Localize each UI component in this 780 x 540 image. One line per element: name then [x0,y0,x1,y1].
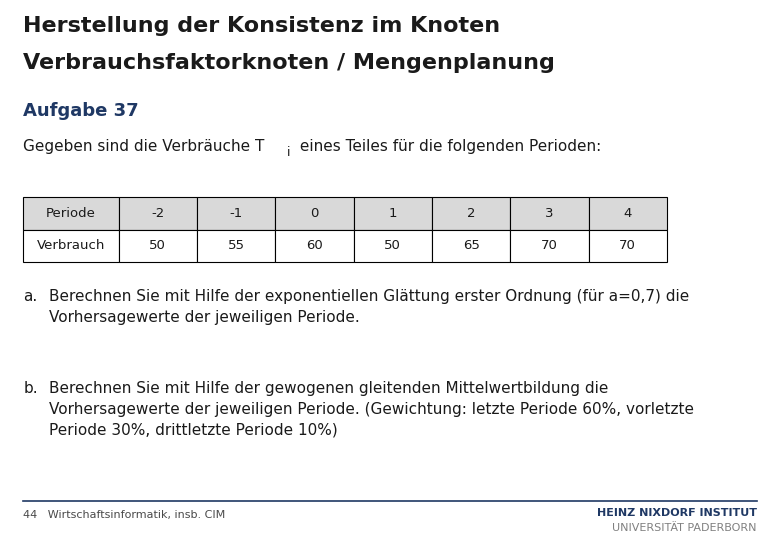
Text: 2: 2 [466,207,475,220]
Bar [197,230,275,262]
Text: UNIVERSITÄT PADERBORN: UNIVERSITÄT PADERBORN [612,523,757,533]
Text: 44   Wirtschaftsinformatik, insb. CIM: 44 Wirtschaftsinformatik, insb. CIM [23,510,225,521]
Bar [510,230,589,262]
Bar [353,197,432,230]
Bar [23,197,119,230]
Text: Gegeben sind die Verbräuche T: Gegeben sind die Verbräuche T [23,139,264,154]
Bar [23,230,119,262]
Text: 50: 50 [149,239,166,252]
Bar [510,197,589,230]
Text: Herstellung der Konsistenz im Knoten: Herstellung der Konsistenz im Knoten [23,16,501,36]
Text: 60: 60 [306,239,323,252]
Text: 50: 50 [385,239,401,252]
Text: 55: 55 [228,239,245,252]
Text: eines Teiles für die folgenden Perioden:: eines Teiles für die folgenden Perioden: [295,139,601,154]
Text: 3: 3 [545,207,554,220]
Bar [432,230,510,262]
Text: 70: 70 [619,239,636,252]
Text: HEINZ NIXDORF INSTITUT: HEINZ NIXDORF INSTITUT [597,508,757,518]
Text: -2: -2 [151,207,165,220]
Bar [589,197,667,230]
Bar [432,197,510,230]
Text: 70: 70 [541,239,558,252]
Text: Verbrauch: Verbrauch [37,239,105,252]
Text: i: i [287,146,290,159]
Text: 65: 65 [463,239,480,252]
Text: a.: a. [23,289,37,304]
Text: Berechnen Sie mit Hilfe der gewogenen gleitenden Mittelwertbildung die
Vorhersag: Berechnen Sie mit Hilfe der gewogenen gl… [49,381,694,438]
Text: Berechnen Sie mit Hilfe der exponentiellen Glättung erster Ordnung (für a=0,7) d: Berechnen Sie mit Hilfe der exponentiell… [49,289,690,325]
Text: b.: b. [23,381,38,396]
Bar [275,197,353,230]
Bar [353,230,432,262]
Bar [275,230,353,262]
Bar [589,230,667,262]
Bar [197,197,275,230]
Text: Aufgabe 37: Aufgabe 37 [23,102,139,119]
Text: 4: 4 [623,207,632,220]
Bar [119,197,197,230]
Text: Verbrauchsfaktorknoten / Mengenplanung: Verbrauchsfaktorknoten / Mengenplanung [23,53,555,73]
Text: -1: -1 [229,207,243,220]
Text: Periode: Periode [46,207,96,220]
Bar [119,230,197,262]
Text: 0: 0 [310,207,318,220]
Text: 1: 1 [388,207,397,220]
